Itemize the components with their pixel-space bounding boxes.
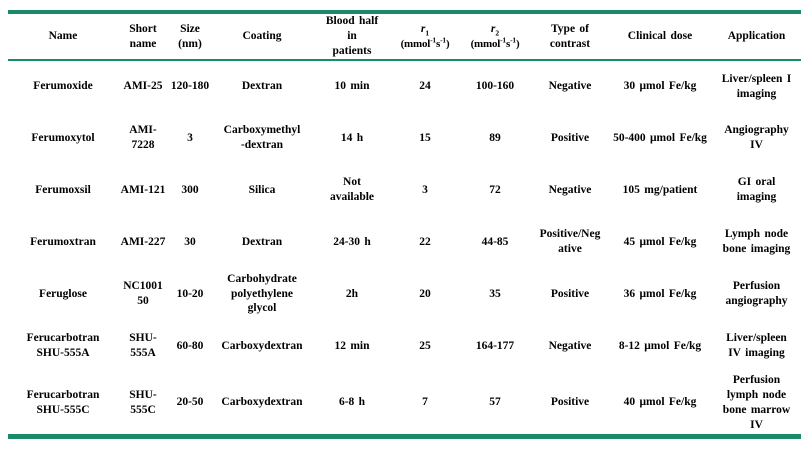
header-row: Name Short name Size (nm) Coating Blood … (8, 12, 801, 60)
cell-coating: Silica (248, 183, 276, 196)
table-header: Name Short name Size (nm) Coating Blood … (8, 12, 801, 60)
table-row: Ferumoxide AMI-25 120-180 Dextran 10 min… (8, 60, 801, 112)
cell-application: Angiography IV (724, 124, 789, 151)
cell-size: 120-180 (170, 80, 210, 93)
cell-short-name: AMI-121 (120, 183, 166, 196)
table-row: Ferucarbotran SHU-555C SHU- 555C 20-50 C… (8, 372, 801, 436)
cell-name: Ferucarbotran SHU-555A (26, 332, 100, 359)
cell-name: Ferumoxide (33, 80, 93, 93)
cell-r1: 3 (422, 183, 428, 196)
cell-name: Ferumoxsil (35, 183, 91, 196)
cell-application: Lymph node bone imaging (722, 228, 791, 255)
cell-blood-half: 6-8 h (338, 396, 366, 409)
cell-name: Feruglose (39, 287, 87, 300)
cell-contrast-type: Negative (548, 183, 592, 196)
cell-contrast-type: Negative (548, 80, 592, 93)
cell-application: Perfusion angiography (725, 280, 788, 307)
column-header-blood-half: Blood half in patients (325, 15, 379, 57)
cell-short-name: AMI-227 (120, 235, 166, 248)
column-header-short-name: Short name (129, 22, 157, 50)
cell-coating: Carboxymethyl -dextran (223, 124, 301, 151)
column-header-r1: r1 (mmol-1s-1) (392, 12, 458, 60)
cell-clinical-dose: 8-12 μmol Fe/kg (618, 339, 702, 352)
column-header-name: Name (48, 30, 78, 43)
cell-name: Ferucarbotran SHU-555C (26, 388, 100, 416)
cell-contrast-type: Positive (550, 287, 590, 300)
cell-r1: 15 (419, 131, 431, 144)
cell-r1: 7 (422, 396, 428, 409)
cell-blood-half: Not available (329, 176, 375, 203)
cell-blood-half: 2h (345, 287, 359, 300)
cell-blood-half: 10 min (334, 80, 370, 93)
cell-size: 60-80 (176, 339, 204, 352)
cell-coating: Carbohydrate polyethylene glycol (227, 272, 297, 315)
cell-coating: Carboxydextran (221, 396, 303, 409)
cell-contrast-type: Positive (550, 396, 590, 409)
cell-r2: 164-177 (475, 339, 515, 352)
contrast-agents-table-container: Name Short name Size (nm) Coating Blood … (8, 10, 801, 439)
column-header-contrast-type: Type of contrast (549, 22, 591, 50)
cell-short-name: SHU- 555A (129, 332, 157, 359)
table-row: Ferumoxtran AMI-227 30 Dextran 24-30 h 2… (8, 216, 801, 268)
cell-short-name: AMI-25 (123, 80, 163, 93)
cell-application: Liver/spleen IV imaging (726, 332, 787, 359)
column-header-r2: r2 (mmol-1s-1) (458, 12, 532, 60)
column-header-clinical-dose: Clinical dose (627, 30, 693, 43)
cell-application: Liver/spleen I imaging (721, 72, 792, 100)
cell-size: 20-50 (176, 396, 204, 409)
r1-symbol: r1 (420, 22, 430, 38)
cell-r2: 100-160 (475, 80, 515, 93)
cell-clinical-dose: 30 μmol Fe/kg (623, 80, 697, 93)
cell-r1: 22 (419, 235, 431, 248)
cell-short-name: NC1001 50 (123, 280, 163, 307)
cell-clinical-dose: 105 mg/patient (622, 183, 698, 196)
cell-application: GI oral imaging (736, 176, 777, 203)
cell-short-name: SHU- 555C (129, 388, 157, 416)
cell-short-name: AMI- 7228 (129, 124, 157, 151)
cell-name: Ferumoxytol (31, 131, 95, 144)
cell-size: 10-20 (176, 287, 204, 300)
cell-r2: 57 (489, 396, 501, 409)
cell-blood-half: 24-30 h (333, 235, 371, 248)
cell-clinical-dose: 40 μmol Fe/kg (623, 396, 697, 409)
table-row: Ferumoxsil AMI-121 300 Silica Not availa… (8, 164, 801, 216)
cell-blood-half: 12 min (334, 339, 370, 352)
cell-r2: 35 (489, 287, 501, 300)
r1-units: (mmol-1s-1) (400, 35, 450, 50)
cell-size: 3 (187, 131, 193, 144)
cell-r2: 72 (489, 183, 501, 196)
cell-clinical-dose: 50-400 μmol Fe/kg (613, 131, 707, 144)
cell-r1: 24 (419, 80, 431, 93)
cell-application: Perfusion lymph node bone marrow IV (722, 373, 791, 431)
cell-blood-half: 14 h (340, 131, 364, 144)
cell-clinical-dose: 36 μmol Fe/kg (623, 287, 697, 300)
table-row: Feruglose NC1001 50 10-20 Carbohydrate p… (8, 268, 801, 320)
cell-r1: 20 (419, 287, 431, 300)
column-header-size: Size (nm) (178, 22, 202, 50)
table-body: Ferumoxide AMI-25 120-180 Dextran 10 min… (8, 60, 801, 436)
cell-r2: 44-85 (481, 235, 509, 248)
cell-contrast-type: Positive (550, 131, 590, 144)
cell-r2: 89 (489, 131, 501, 144)
r2-units: (mmol-1s-1) (470, 35, 520, 50)
cell-contrast-type: Positive/Neg ative (539, 228, 601, 255)
cell-name: Ferumoxtran (30, 235, 96, 248)
column-header-application: Application (727, 30, 786, 43)
cell-clinical-dose: 45 μmol Fe/kg (623, 235, 697, 248)
r2-symbol: r2 (490, 22, 500, 38)
cell-coating: Dextran (241, 80, 283, 93)
cell-coating: Dextran (241, 235, 283, 248)
cell-r1: 25 (419, 339, 431, 352)
cell-contrast-type: Negative (548, 339, 592, 352)
cell-size: 30 (184, 235, 196, 248)
column-header-coating: Coating (242, 30, 282, 43)
cell-coating: Carboxydextran (221, 339, 303, 352)
contrast-agents-table: Name Short name Size (nm) Coating Blood … (8, 10, 801, 439)
table-row: Ferumoxytol AMI- 7228 3 Carboxymethyl -d… (8, 112, 801, 164)
table-row: Ferucarbotran SHU-555A SHU- 555A 60-80 C… (8, 320, 801, 372)
cell-size: 300 (181, 183, 199, 196)
